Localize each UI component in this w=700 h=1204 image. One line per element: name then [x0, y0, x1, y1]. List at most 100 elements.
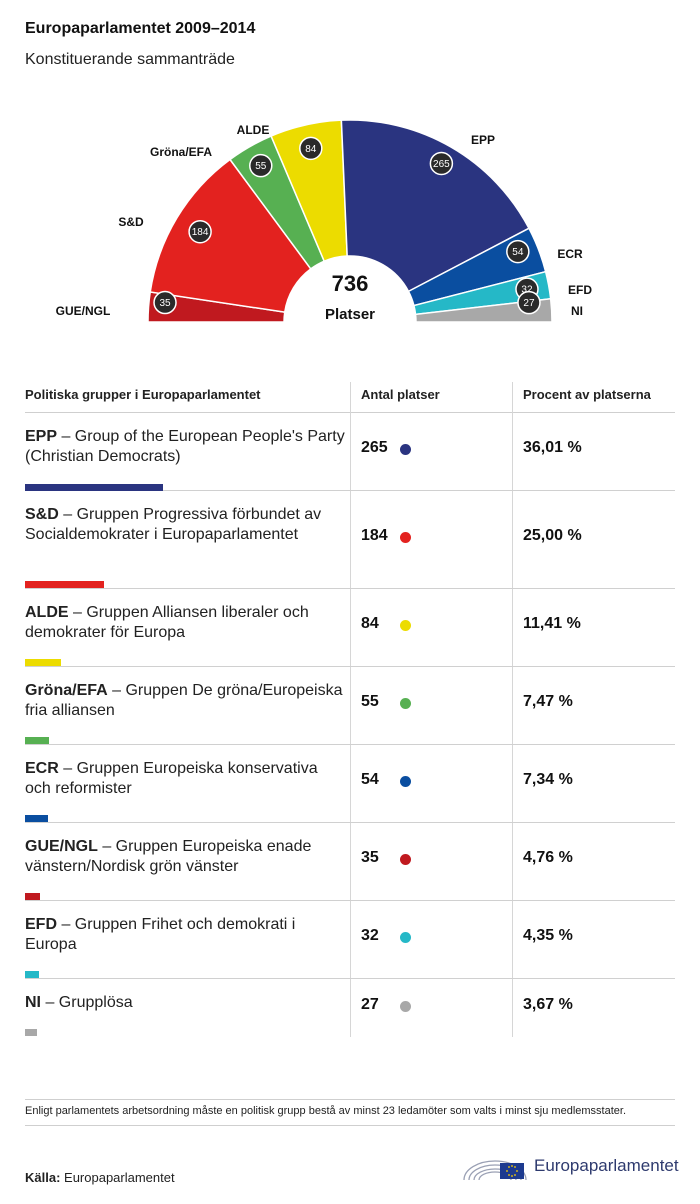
logo-text: Europaparlamentet — [534, 1156, 679, 1175]
header-group: Politiska grupper i Europaparlamentet — [25, 387, 261, 402]
group-name: ECR – Gruppen Europeiska konservativa oc… — [25, 759, 347, 799]
value-label-efd: 32 — [521, 285, 533, 296]
share-bar — [25, 1029, 37, 1036]
group-color-dot — [400, 854, 411, 865]
table-row: EPP – Group of the European People's Par… — [25, 412, 675, 491]
seat-percent: 25,00 % — [523, 527, 582, 544]
share-bar — [25, 815, 48, 822]
value-badge-alde — [299, 136, 323, 161]
value-badge-ecr — [506, 239, 530, 264]
group-abbr: EFD — [25, 916, 57, 933]
group-name: NI – Grupplösa — [25, 993, 347, 1013]
group-label-greens: Gröna/EFA — [150, 145, 212, 159]
seat-count: 55 — [361, 693, 379, 710]
group-color-dot — [400, 444, 411, 455]
group-color-dot — [400, 776, 411, 787]
group-label-ni: NI — [571, 304, 583, 318]
group-label-alde: ALDE — [237, 123, 270, 137]
group-description: – Gruppen Europeiska enade vänstern/Nord… — [25, 838, 312, 875]
seat-percent: 11,41 % — [523, 615, 581, 632]
group-name: Gröna/EFA – Gruppen De gröna/Europeiska … — [25, 681, 347, 721]
share-bar — [25, 484, 163, 491]
header-seats: Antal platser — [361, 387, 440, 402]
seat-count: 32 — [361, 927, 379, 944]
group-name: ALDE – Gruppen Alliansen liberaler och d… — [25, 603, 347, 643]
table-header: Politiska grupper i Europaparlamentet An… — [25, 380, 675, 413]
group-name: GUE/NGL – Gruppen Europeiska enade vänst… — [25, 837, 347, 877]
seat-percent: 4,76 % — [523, 849, 573, 866]
value-badge-sd — [188, 219, 212, 244]
value-label-ni: 27 — [523, 298, 535, 309]
group-label-ecr: ECR — [557, 247, 583, 261]
group-name: EPP – Group of the European People's Par… — [25, 427, 347, 467]
share-bar — [25, 737, 49, 744]
footnote: Enligt parlamentets arbetsordning måste … — [25, 1099, 675, 1126]
column-divider — [512, 382, 513, 1037]
seat-percent: 4,35 % — [523, 927, 573, 944]
seat-percent: 7,47 % — [523, 693, 573, 710]
share-bar — [25, 581, 104, 588]
value-badge-greens — [249, 153, 273, 178]
page-subtitle: Konstituerande sammanträde — [25, 51, 235, 68]
group-description: – Gruppen Alliansen liberaler och demokr… — [25, 604, 309, 641]
ep-logo: Europaparlamentet — [460, 1146, 680, 1186]
share-bar — [25, 971, 39, 978]
seat-percent: 36,01 % — [523, 439, 582, 456]
value-label-gue: 35 — [159, 298, 171, 309]
group-color-dot — [400, 620, 411, 631]
seat-count: 265 — [361, 439, 388, 456]
table-row: S&D – Gruppen Progressiva förbundet av S… — [25, 490, 675, 589]
group-name: EFD – Gruppen Frihet och demokrati i Eur… — [25, 915, 347, 955]
group-description: – Group of the European People's Party (… — [25, 428, 345, 465]
group-color-dot — [400, 532, 411, 543]
group-abbr: GUE/NGL — [25, 838, 98, 855]
source-label: Källa: — [25, 1170, 61, 1185]
table-row: ALDE – Gruppen Alliansen liberaler och d… — [25, 588, 675, 667]
table-row: Gröna/EFA – Gruppen De gröna/Europeiska … — [25, 666, 675, 745]
seat-count: 184 — [361, 527, 388, 544]
value-label-ecr: 54 — [512, 247, 524, 258]
group-description: – Gruppen Europeiska konservativa och re… — [25, 760, 318, 797]
value-label-sd: 184 — [192, 227, 209, 238]
slice-epp — [340, 119, 530, 293]
share-bar — [25, 893, 40, 900]
group-description: – Gruppen Progressiva förbundet av Socia… — [25, 506, 322, 543]
group-abbr: NI — [25, 994, 41, 1011]
group-name: S&D – Gruppen Progressiva förbundet av S… — [25, 505, 347, 545]
group-abbr: ALDE — [25, 604, 69, 621]
group-color-dot — [400, 932, 411, 943]
group-description: – Gruppen De gröna/Europeiska fria allia… — [25, 682, 343, 719]
source-value: Europaparlamentet — [60, 1170, 175, 1185]
group-color-dot — [400, 1001, 411, 1012]
group-label-efd: EFD — [568, 283, 592, 297]
seat-percent: 3,67 % — [523, 996, 573, 1013]
group-description: – Gruppen Frihet och demokrati i Europa — [25, 916, 296, 953]
value-badge-gue — [153, 290, 177, 315]
column-divider — [350, 382, 351, 1037]
table-row: ECR – Gruppen Europeiska konservativa oc… — [25, 744, 675, 823]
parliament-logo-icon — [463, 1160, 527, 1181]
table-row: GUE/NGL – Gruppen Europeiska enade vänst… — [25, 822, 675, 901]
seat-count: 35 — [361, 849, 379, 866]
group-abbr: ECR — [25, 760, 59, 777]
group-label-epp: EPP — [471, 133, 495, 147]
table-row: EFD – Gruppen Frihet och demokrati i Eur… — [25, 900, 675, 979]
group-abbr: S&D — [25, 506, 59, 523]
seat-percent: 7,34 % — [523, 771, 573, 788]
group-description: – Grupplösa — [41, 994, 133, 1011]
value-label-alde: 84 — [305, 144, 317, 155]
seat-count: 54 — [361, 771, 379, 788]
group-color-dot — [400, 698, 411, 709]
group-abbr: EPP — [25, 428, 58, 445]
hemicycle-chart: 35 184 55 84 265 54 32 27 GUE/NGL S&D Gröna/EFA AL… — [56, 119, 592, 323]
table-row: NI – Grupplösa 27 3,67 % — [25, 978, 675, 1038]
group-label-sd: S&D — [118, 215, 144, 229]
group-abbr: Gröna/EFA — [25, 682, 108, 699]
value-badge-ni — [517, 290, 541, 315]
slice-sd — [149, 158, 312, 314]
value-label-epp: 265 — [433, 159, 450, 170]
source: Källa: Europaparlamentet — [25, 1170, 175, 1185]
seat-count: 27 — [361, 996, 379, 1013]
share-bar — [25, 659, 61, 666]
seat-count: 84 — [361, 615, 379, 632]
